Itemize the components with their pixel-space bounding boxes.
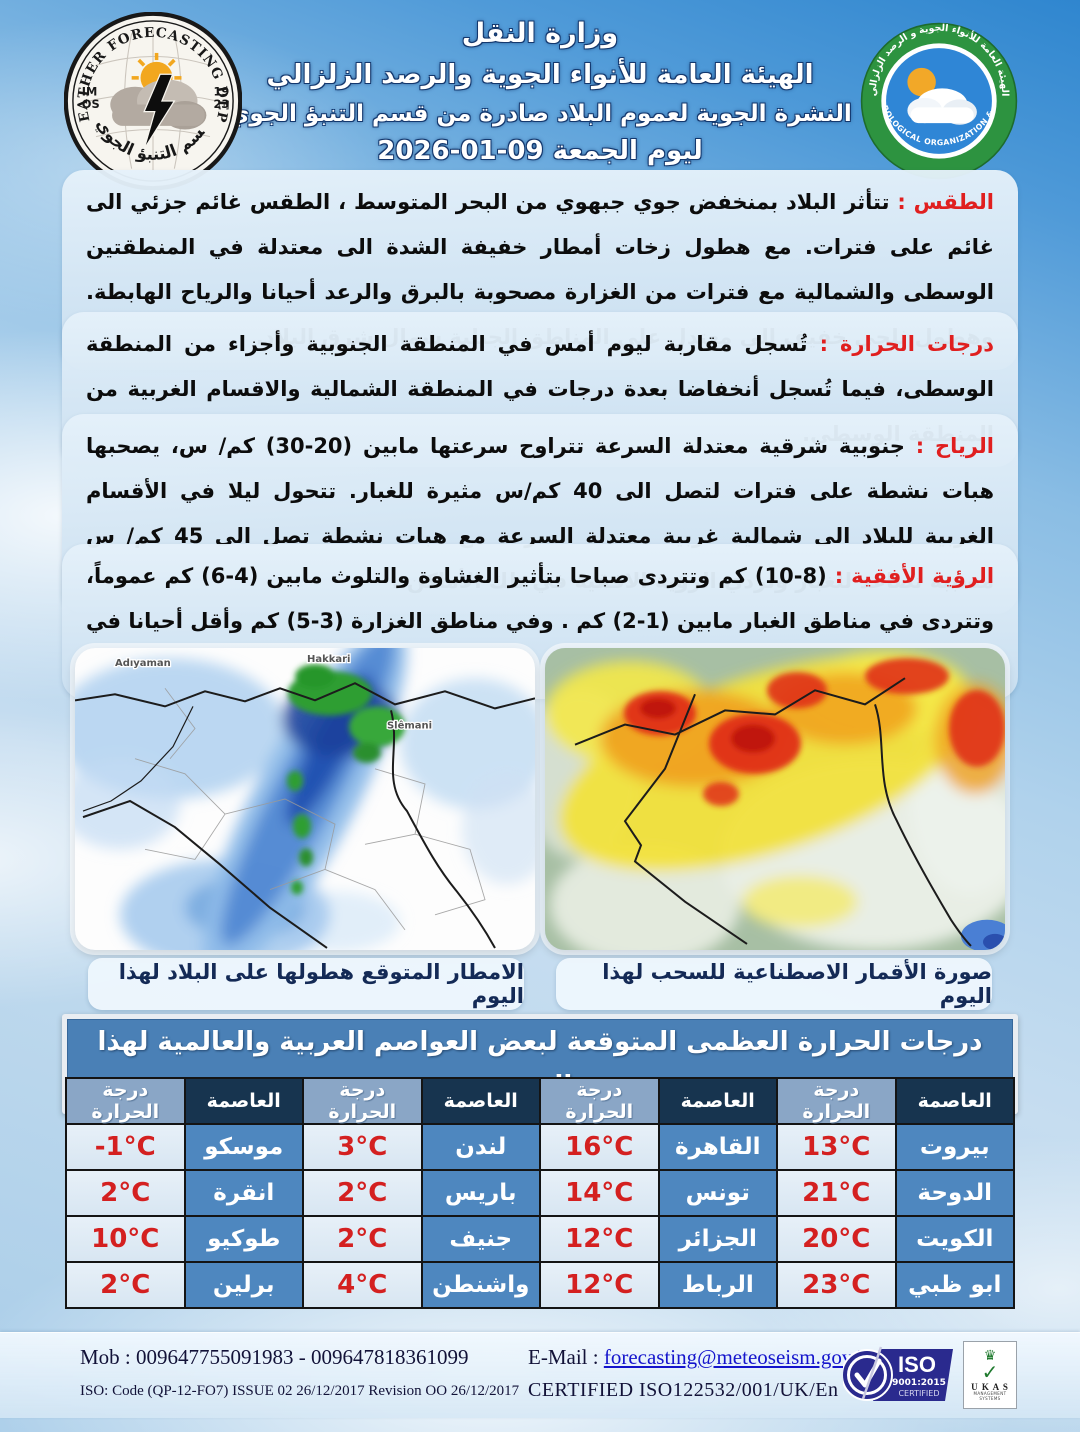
ukas-subtitle: MANAGEMENT SYSTEMS	[973, 1391, 1007, 1401]
imos-left-label-2: OS	[82, 97, 100, 111]
temperature-section-text: تُسجل مقاربة ليوم أمس في المنطقة الجنوبي…	[86, 332, 994, 446]
lightning-icon	[143, 73, 176, 150]
iso-badge-icon: ISO 9001:2015 CERTIFIED	[841, 1346, 953, 1401]
temp-cell: 12°C	[539, 1215, 660, 1263]
capital-cell: الرباط	[657, 1261, 778, 1309]
cloud-icon	[907, 88, 977, 125]
capital-cell: الجزائر	[657, 1215, 778, 1263]
capital-cell: برلين	[183, 1261, 304, 1309]
map-label-adiyaman: Adıyaman	[115, 658, 171, 669]
capital-cell: لندن	[420, 1123, 541, 1171]
weather-dept-logo-icon: WEATHER FORECASTING DEPT. IM OS 19 23 قس…	[55, 0, 243, 191]
email-link[interactable]: forecasting@meteoseism.gov.iq	[603, 1345, 873, 1369]
temp-cell: 3°C	[302, 1123, 423, 1171]
satellite-cloud-map	[545, 648, 1005, 950]
capital-cell: تونس	[657, 1169, 778, 1217]
organization-title: الهيئة العامة للأنواء الجوية والرصد الزل…	[266, 60, 814, 90]
bulletin-subtitle: النشرة الجوية لعموم البلاد صادرة من قسم …	[228, 101, 852, 127]
iso-badge-title: ISO	[898, 1352, 936, 1377]
temp-cell: 20°C	[776, 1215, 897, 1263]
iraq-meteorological-organization-logo: الهيئة العامة للأنواء الجوية و الرصد الز…	[856, 15, 1018, 180]
precipitation-forecast-map: Adıyaman Hakkari Slêmani	[75, 648, 535, 950]
visibility-section-label: الرؤية الأفقية :	[834, 564, 995, 588]
table-row: بيروت 13°C القاهرة 16°C لندن 3°C موسكو -…	[65, 1123, 1015, 1171]
rain-map-caption: الامطار المتوقع هطولها على البلاد لهذا ا…	[88, 958, 524, 1010]
sun-icon	[907, 67, 936, 97]
imos-left-label-1: IM	[82, 85, 98, 99]
satellite-map-caption: صورة الأقمار الاصطناعية للسحب لهذا اليوم	[556, 958, 992, 1010]
bulletin-date: ليوم الجمعة 09-01-2026	[377, 136, 703, 166]
iso-badge-caption: CERTIFIED	[898, 1389, 939, 1398]
temp-cell: 2°C	[302, 1169, 423, 1217]
capital-header: العاصمة	[894, 1077, 1015, 1125]
temp-header: درجة الحرارة	[539, 1077, 660, 1125]
map-label-hakkari: Hakkari	[307, 654, 350, 665]
temp-cell: 2°C	[65, 1169, 186, 1217]
temp-header: درجة الحرارة	[302, 1077, 423, 1125]
iso-9001-badge: ISO 9001:2015 CERTIFIED	[841, 1339, 955, 1411]
imos-logo-icon: الهيئة العامة للأنواء الجوية و الرصد الز…	[856, 15, 1018, 180]
capital-cell: طوكيو	[183, 1215, 304, 1263]
capital-cell: انقرة	[183, 1169, 304, 1217]
temp-cell: 2°C	[65, 1261, 186, 1309]
temp-cell: 12°C	[539, 1261, 660, 1309]
phone-numbers: Mob : 009647755091983 - 009647818361099	[80, 1345, 469, 1369]
temp-cell: 23°C	[776, 1261, 897, 1309]
cloud-icon	[110, 79, 207, 130]
capital-header: العاصمة	[420, 1077, 541, 1125]
capital-cell: بيروت	[894, 1123, 1015, 1171]
temp-header: درجة الحرارة	[65, 1077, 186, 1125]
crown-icon: ♛	[983, 1348, 997, 1365]
temp-cell: 10°C	[65, 1215, 186, 1263]
temp-cell: 4°C	[302, 1261, 423, 1309]
header: وزارة النقل الهيئة العامة للأنواء الجوية…	[150, 18, 930, 166]
rain-map-caption-text: الامطار المتوقع هطولها على البلاد لهذا ا…	[118, 960, 524, 1008]
capital-cell: جنيف	[420, 1215, 541, 1263]
table-row: الدوحة 21°C تونس 14°C باريس 2°C انقرة 2°…	[65, 1169, 1015, 1217]
capital-header: العاصمة	[183, 1077, 304, 1125]
weather-forecasting-dept-logo: WEATHER FORECASTING DEPT. IM OS 19 23 قس…	[55, 0, 243, 191]
year-label-2: 23	[214, 97, 230, 111]
capital-cell: ابو ظبي	[894, 1261, 1015, 1309]
capital-cell: باريس	[420, 1169, 541, 1217]
gulf-water	[961, 919, 1005, 950]
temp-cell: 21°C	[776, 1169, 897, 1217]
ukas-name: U K A S	[971, 1381, 1009, 1392]
capital-cell: القاهرة	[657, 1123, 778, 1171]
temperature-section-label: درجات الحرارة :	[819, 332, 994, 356]
iso-code-line: ISO: Code (QP-12-FO7) ISSUE 02 26/12/201…	[80, 1383, 520, 1399]
weather-section-label: الطقس :	[897, 190, 995, 214]
capitals-temperature-table: العاصمة درجة الحرارة العاصمة درجة الحرار…	[65, 1077, 1015, 1309]
country-border-lines	[574, 677, 972, 947]
email-row: E-Mail : forecasting@meteoseism.gov.iq	[528, 1345, 873, 1370]
temp-cell: 14°C	[539, 1169, 660, 1217]
satellite-map-caption-text: صورة الأقمار الاصطناعية للسحب لهذا اليوم	[602, 960, 992, 1008]
year-label-1: 19	[214, 85, 230, 99]
ukas-badge: ♛ ✓ U K A S MANAGEMENT SYSTEMS	[963, 1341, 1017, 1409]
temp-cell: 2°C	[302, 1215, 423, 1263]
wind-section-label: الرياح :	[915, 434, 995, 458]
table-header-row: العاصمة درجة الحرارة العاصمة درجة الحرار…	[65, 1077, 1015, 1125]
capital-header: العاصمة	[657, 1077, 778, 1125]
table-row: الكويت 20°C الجزائر 12°C جنيف 2°C طوكيو …	[65, 1215, 1015, 1263]
iso-badge-subtitle: 9001:2015	[892, 1378, 946, 1388]
capital-cell: الكويت	[894, 1215, 1015, 1263]
certified-line: CERTIFIED ISO122532/001/UK/En	[528, 1379, 839, 1401]
footer: Mob : 009647755091983 - 009647818361099 …	[0, 1332, 1080, 1418]
capital-cell: الدوحة	[894, 1169, 1015, 1217]
table-row: ابو ظبي 23°C الرباط 12°C واشنطن 4°C برلي…	[65, 1261, 1015, 1309]
admin-border-lines	[134, 687, 486, 931]
temp-cell: 13°C	[776, 1123, 897, 1171]
country-border-lines	[75, 682, 535, 949]
temp-header: درجة الحرارة	[776, 1077, 897, 1125]
check-icon: ✓	[981, 1359, 999, 1384]
map-label-slemani: Slêmani	[387, 720, 432, 732]
capital-cell: موسكو	[183, 1123, 304, 1171]
capital-cell: واشنطن	[420, 1261, 541, 1309]
email-label: E-Mail :	[528, 1345, 604, 1369]
temp-cell: -1°C	[65, 1123, 186, 1171]
ministry-title: وزارة النقل	[461, 18, 619, 49]
temp-cell: 16°C	[539, 1123, 660, 1171]
